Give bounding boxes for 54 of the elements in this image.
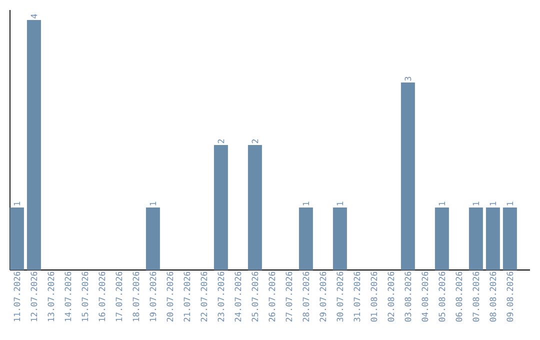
bar: [486, 208, 500, 270]
data-label: 3: [404, 76, 412, 81]
x-tick-label: 04.08.2026: [422, 272, 428, 322]
x-tick-label: 28.07.2026: [302, 272, 310, 322]
x-tick-label: 09.08.2026: [506, 272, 514, 322]
data-label: 1: [14, 202, 20, 206]
x-tick-label: 17.07.2026: [116, 272, 122, 322]
x-tick-label: 24.07.2026: [234, 272, 242, 322]
x-tick-label: 27.07.2026: [286, 272, 292, 322]
bar: [434, 208, 449, 270]
data-label: 2: [252, 139, 258, 144]
bar: [146, 208, 160, 270]
x-tick-label: 06.08.2026: [456, 272, 462, 322]
x-tick-label: 07.08.2026: [472, 272, 480, 322]
data-label: 1: [506, 202, 514, 206]
x-tick-label: 20.07.2026: [166, 272, 174, 322]
bar: [332, 208, 347, 270]
x-tick-label: 31.07.2026: [354, 272, 360, 322]
bar: [26, 20, 41, 270]
bar: [10, 208, 24, 270]
data-label: 1: [150, 202, 156, 206]
x-tick-label: 21.07.2026: [184, 272, 190, 322]
x-tick-label: 15.07.2026: [82, 272, 88, 322]
data-label: 1: [336, 202, 344, 206]
x-tick-label: 19.07.2026: [150, 272, 156, 322]
bar: [214, 144, 228, 270]
x-tick-label: 02.08.2026: [388, 272, 394, 322]
data-label: 4: [30, 14, 38, 18]
x-tick-label: 05.08.2026: [438, 272, 446, 322]
x-tick-label: 16.07.2026: [98, 272, 106, 322]
x-tick-label: 30.07.2026: [336, 272, 344, 322]
data-label: 1: [490, 202, 496, 206]
data-label: 1: [472, 202, 480, 206]
x-tick-label: 14.07.2026: [64, 272, 72, 322]
x-tick-label: 22.07.2026: [200, 272, 208, 322]
data-label: 2: [218, 139, 224, 144]
bar: [502, 208, 517, 270]
bar: [248, 144, 262, 270]
x-tick-label: 03.08.2026: [404, 272, 412, 322]
x-tick-label: 01.08.2026: [370, 272, 378, 322]
x-tick-label: 12.07.2026: [30, 272, 38, 322]
bar: [298, 208, 313, 270]
data-label: 1: [302, 202, 310, 206]
x-tick-label: 18.07.2026: [132, 272, 140, 322]
x-tick-label: 11.07.2026: [14, 272, 20, 322]
x-tick-label: 13.07.2026: [48, 272, 54, 322]
x-tick-label: 23.07.2026: [218, 272, 224, 322]
x-tick-label: 29.07.2026: [320, 272, 326, 322]
bar: [468, 208, 483, 270]
data-label: 1: [438, 202, 446, 206]
x-tick-label: 08.08.2026: [490, 272, 496, 322]
x-tick-label: 26.07.2026: [268, 272, 276, 322]
bar: [400, 82, 415, 270]
x-tick-label: 25.07.2026: [252, 272, 258, 322]
